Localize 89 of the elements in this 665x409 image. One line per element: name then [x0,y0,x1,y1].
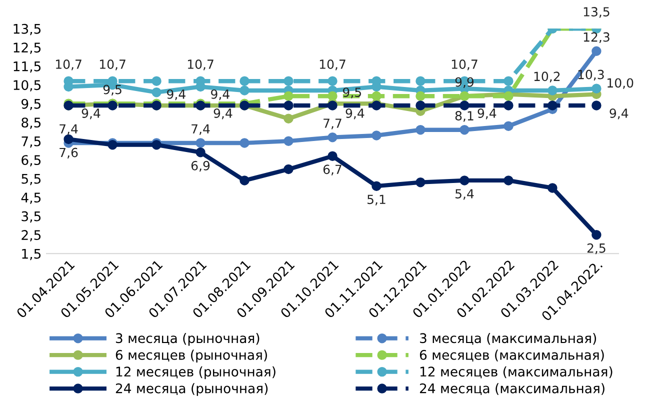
y-tick-label: 7,5 [22,136,41,148]
point [328,91,338,101]
legend-label: 24 месяца (рыночная) [116,383,268,396]
point [372,91,382,101]
y-tick-label: 6,5 [22,155,41,166]
y-tick-label: 13,5 [14,24,41,36]
point [196,147,206,158]
y-tick-label: 5,5 [22,174,41,186]
data-label: 7,7 [324,118,342,130]
data-label: 2,5 [587,243,606,254]
point [504,176,514,186]
point [460,176,470,186]
point [152,76,162,86]
point [592,84,602,94]
data-label: 9,4 [610,108,628,120]
y-tick-label: 12,5 [14,42,41,54]
data-label: 7,4 [192,124,210,135]
data-label: 9,5 [103,84,122,96]
data-label: 10,7 [56,60,82,70]
data-label: 10,7 [100,60,126,70]
data-label: 6,7 [323,164,342,176]
point [328,151,338,161]
point [416,76,426,86]
data-label: 10,7 [320,60,346,70]
data-label: 8,1 [455,111,474,122]
data-label: 7,4 [60,124,78,135]
point [548,183,558,193]
data-label: 12,3 [584,32,610,44]
y-tick-label: 2,5 [22,230,41,242]
point [240,176,250,186]
y-tick-label: 4,5 [21,192,41,204]
legend-label: 12 месяцев (рыночная) [116,366,276,380]
point [504,121,514,131]
point [196,138,206,148]
point [152,88,162,98]
data-label: 10,0 [608,78,634,89]
point [284,114,294,124]
legend-label: 12 месяцев (максимальная) [420,366,612,378]
point [284,164,294,174]
point [328,132,338,142]
data-label: 10,7 [452,60,478,70]
legend-label: 24 месяца (максимальная) [420,383,604,395]
point [504,100,514,110]
data-label: 5,1 [368,194,386,206]
y-tick-label: 3,5 [22,211,41,223]
point [284,100,294,110]
y-tick-label: 11,5 [14,62,41,73]
point [240,86,250,96]
point [240,138,250,148]
data-label: 9,4 [478,108,496,120]
point [504,76,514,86]
data-label: 6,9 [191,160,210,172]
data-label: 9,4 [211,89,230,100]
point [460,124,470,135]
point [416,177,426,188]
point [548,86,558,96]
point [416,91,426,101]
legend-label: 3 месяца (максимальная) [420,332,596,345]
legend-label: 6 месяцев (максимальная) [420,350,604,362]
point [284,136,294,146]
data-label: 13,5 [584,7,610,18]
point [416,124,426,135]
data-label: 9,4 [167,89,186,100]
point [372,130,382,140]
data-label: 9,4 [82,108,100,120]
data-label: 5,4 [456,189,474,200]
y-tick-label: 8,5 [22,118,41,129]
point [592,46,602,56]
data-label: 10,7 [188,60,214,70]
point [592,230,602,240]
point [240,76,250,86]
point [548,100,558,110]
point [592,100,602,110]
point [460,100,470,110]
legend-label: 6 месяцев (рыночная) [116,350,267,362]
y-tick-label: 1,5 [22,248,41,260]
point [64,134,74,144]
y-tick-label: 10,5 [14,80,41,92]
point [284,91,294,101]
point [328,76,338,86]
point [372,181,382,191]
legend-label: 3 месяца (рыночная) [116,332,260,346]
y-tick-label: 9,5 [22,98,41,110]
point [284,76,294,86]
point [416,100,426,110]
data-label: 7,6 [60,148,78,159]
data-label: 10,2 [534,72,560,82]
data-label: 9,4 [214,108,232,120]
data-label: 9,4 [346,108,364,120]
